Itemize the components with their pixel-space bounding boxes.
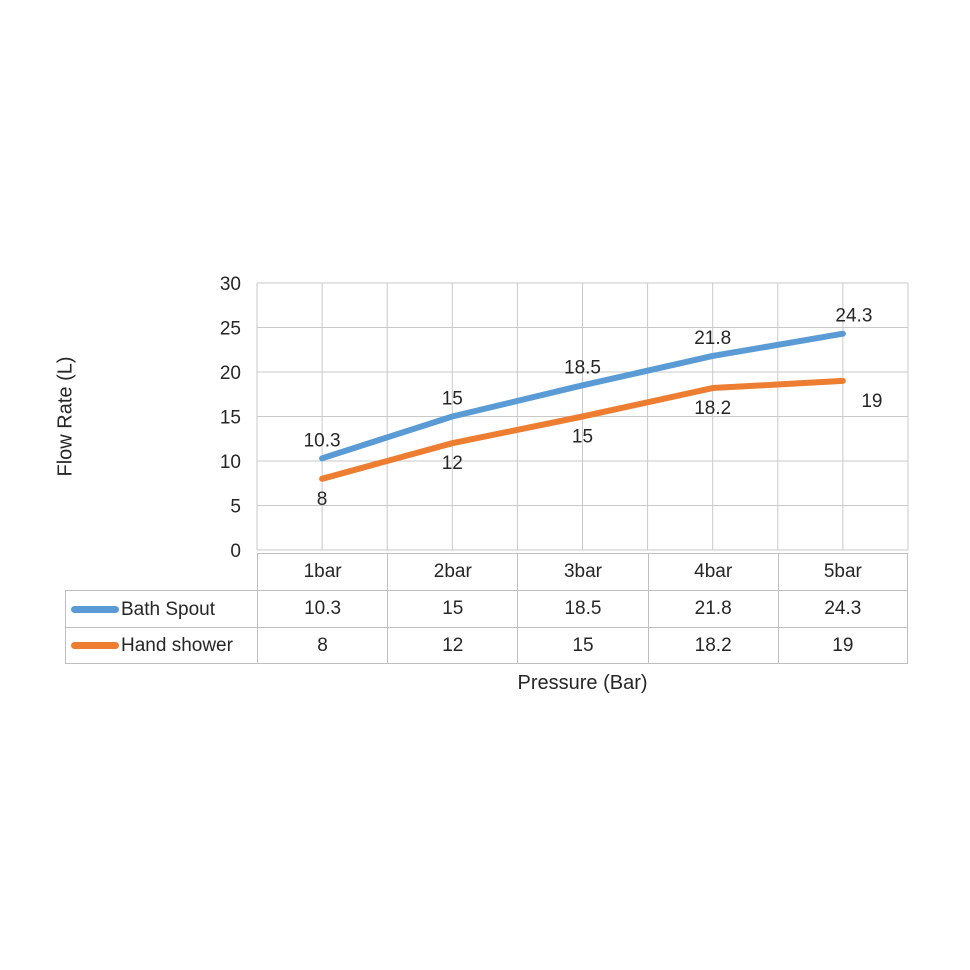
y-tick-label: 30 xyxy=(220,274,241,295)
y-tick-label: 0 xyxy=(230,541,241,560)
category-cell: 4bar xyxy=(647,553,778,590)
data-label-hand-shower: 12 xyxy=(442,453,463,474)
data-label-bath-spout: 24.3 xyxy=(835,306,872,327)
category-cell: 3bar xyxy=(517,553,648,590)
value-cell-hand-shower: 18.2 xyxy=(647,627,778,664)
value-cell-hand-shower: 15 xyxy=(517,627,648,664)
data-label-hand-shower: 19 xyxy=(861,391,882,412)
value-cell-bath-spout: 15 xyxy=(387,590,518,627)
legend-label-bath-spout: Bath Spout xyxy=(121,598,216,620)
data-label-bath-spout: 18.5 xyxy=(564,357,601,378)
value-cell-bath-spout: 10.3 xyxy=(257,590,388,627)
category-cell: 1bar xyxy=(257,553,388,590)
data-label-bath-spout: 10.3 xyxy=(304,430,341,451)
data-label-hand-shower: 8 xyxy=(317,489,328,510)
data-label-bath-spout: 15 xyxy=(442,389,463,410)
category-cell: 2bar xyxy=(387,553,518,590)
value-cell-hand-shower: 12 xyxy=(387,627,518,664)
category-cell: 5bar xyxy=(777,553,908,590)
legend-swatch-bath-spout xyxy=(71,605,119,613)
y-tick-label: 25 xyxy=(220,319,241,340)
legend-cell-hand-shower: Hand shower xyxy=(65,627,257,664)
data-label-bath-spout: 21.8 xyxy=(694,328,731,349)
y-tick-label: 10 xyxy=(220,452,241,473)
series-line-hand-shower xyxy=(319,377,846,482)
legend-label-hand-shower: Hand shower xyxy=(121,635,233,656)
value-cell-hand-shower: 19 xyxy=(777,627,908,664)
value-cell-bath-spout: 18.5 xyxy=(517,590,648,627)
category-row: 1bar 2bar 3bar 4bar 5bar xyxy=(257,553,908,590)
value-cell-bath-spout: 21.8 xyxy=(647,590,778,627)
x-axis-title: Pressure (Bar) xyxy=(517,672,648,694)
y-tick-label: 15 xyxy=(220,408,241,429)
value-cell-bath-spout: 24.3 xyxy=(777,590,908,627)
series-row-hand-shower: Hand shower 8 12 15 18.2 19 xyxy=(65,627,908,664)
plot-area: 0 5 10 15 20 25 30 10.3 15 18.5 21.8 24.3 8 12 15 18.2 1… xyxy=(220,274,909,560)
data-label-hand-shower: 15 xyxy=(572,427,593,448)
series-row-bath-spout: Bath Spout 10.3 15 18.5 21.8 24.3 xyxy=(65,590,908,627)
y-tick-label: 20 xyxy=(220,363,241,384)
series-line-bath-spout xyxy=(319,330,846,462)
legend-cell-bath-spout: Bath Spout xyxy=(65,590,257,627)
value-cell-hand-shower: 8 xyxy=(257,627,388,664)
legend-swatch-hand-shower xyxy=(71,642,119,649)
y-tick-label: 5 xyxy=(230,497,241,518)
data-label-hand-shower: 18.2 xyxy=(694,398,731,419)
